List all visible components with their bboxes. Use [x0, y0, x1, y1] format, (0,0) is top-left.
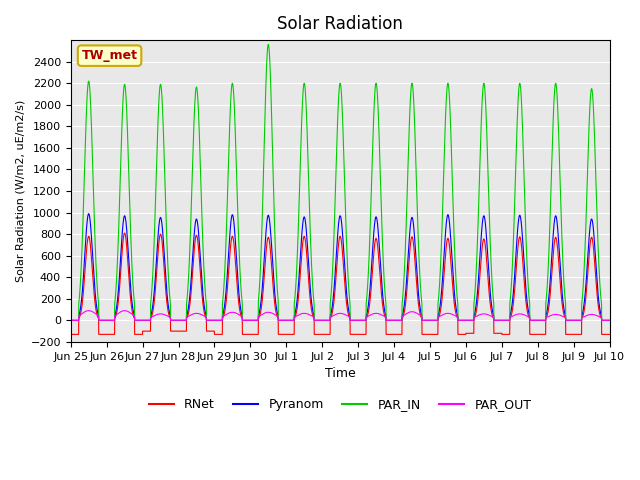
- X-axis label: Time: Time: [324, 367, 355, 380]
- Legend: RNet, Pyranom, PAR_IN, PAR_OUT: RNet, Pyranom, PAR_IN, PAR_OUT: [144, 394, 536, 417]
- Text: TW_met: TW_met: [81, 49, 138, 62]
- Title: Solar Radiation: Solar Radiation: [277, 15, 403, 33]
- Y-axis label: Solar Radiation (W/m2, uE/m2/s): Solar Radiation (W/m2, uE/m2/s): [15, 100, 25, 282]
